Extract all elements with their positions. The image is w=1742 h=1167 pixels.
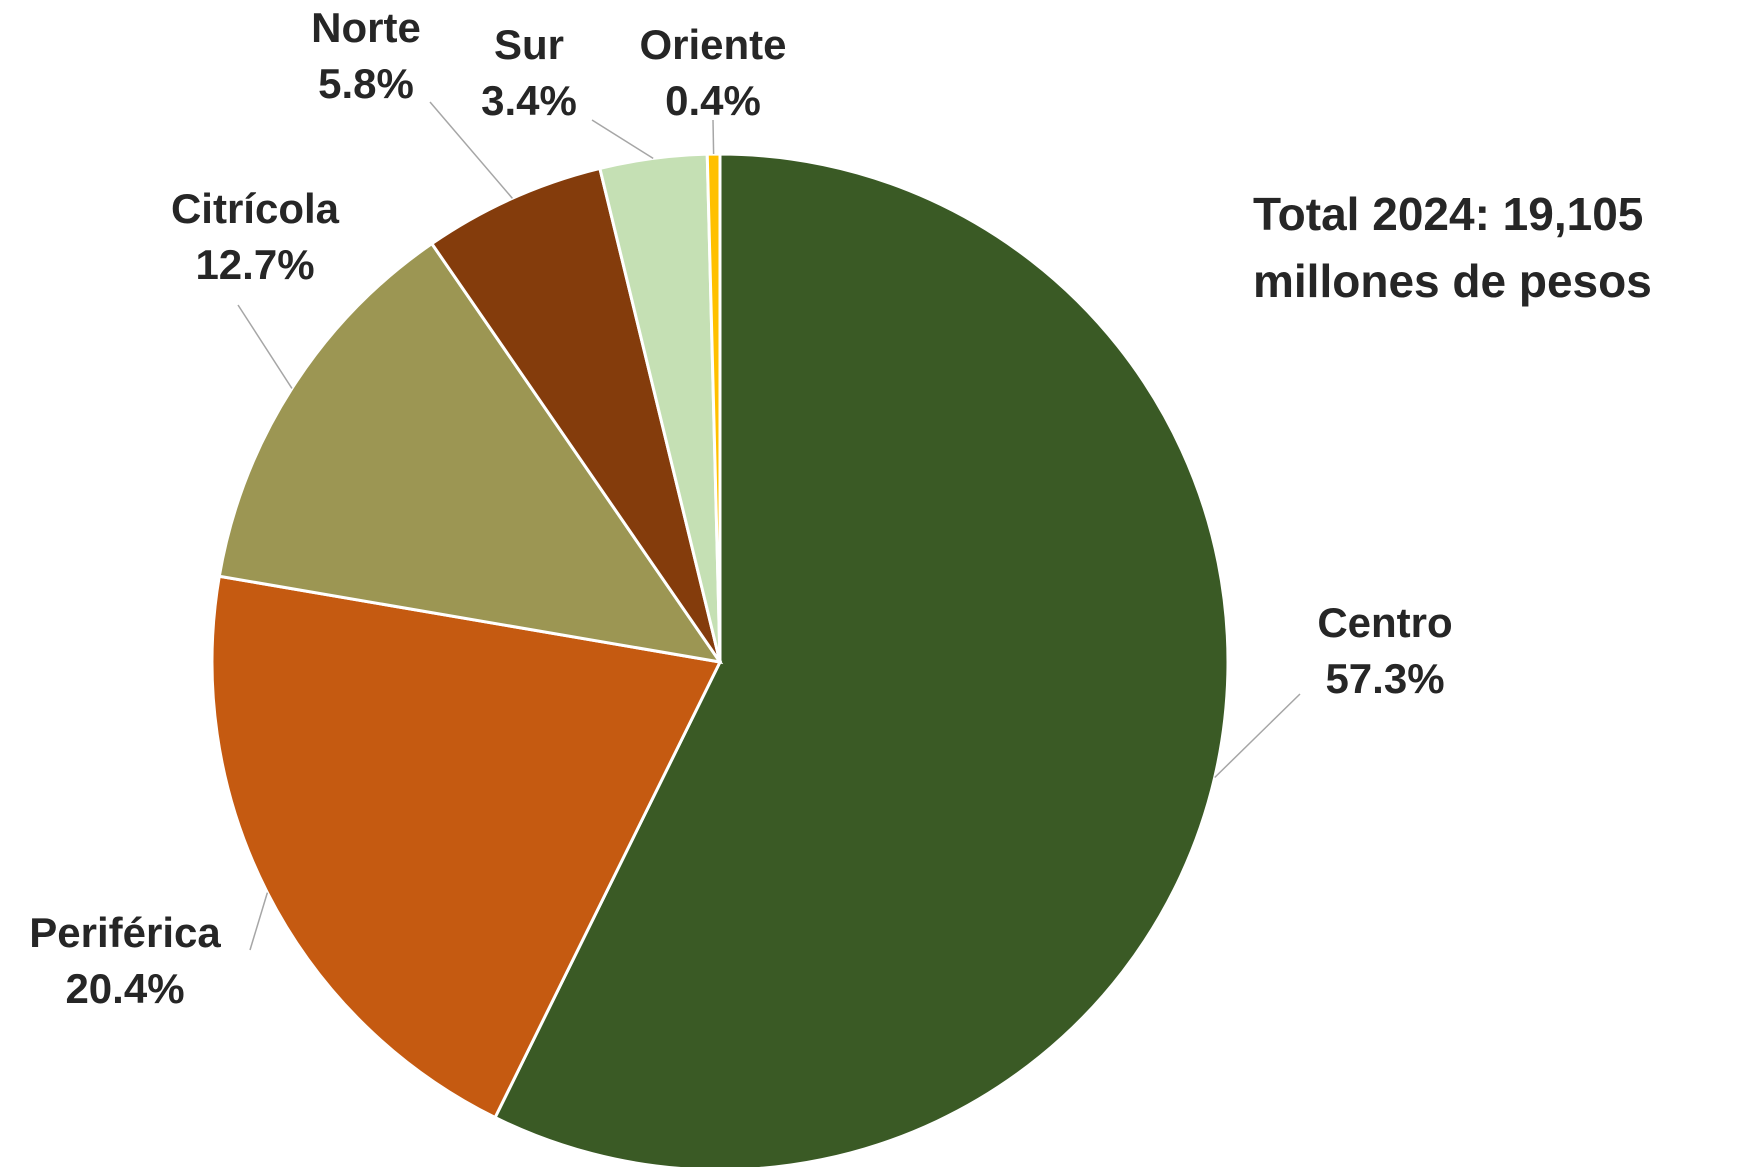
category-label: Periférica (29, 909, 221, 956)
annotation: millones de pesos (1253, 255, 1652, 307)
leader-line (249, 892, 269, 951)
leader-line (591, 119, 654, 160)
leader-line (712, 119, 715, 155)
value-label: 57.3% (1325, 655, 1444, 702)
value-label: 0.4% (665, 77, 761, 124)
leader-line (429, 101, 513, 199)
pie-slice (210, 574, 723, 1120)
leader-line (237, 304, 293, 389)
category-label: Citrícola (171, 185, 340, 232)
category-label: Sur (494, 21, 564, 68)
category-label: Centro (1317, 599, 1452, 646)
value-label: 5.8% (318, 60, 414, 107)
value-label: 20.4% (65, 965, 184, 1012)
annotation: Total 2024: 19,105 (1253, 188, 1643, 240)
value-label: 3.4% (481, 77, 577, 124)
leader-line (1214, 693, 1301, 779)
category-label: Norte (311, 4, 421, 51)
category-label: Oriente (639, 21, 786, 68)
value-label: 12.7% (195, 241, 314, 288)
